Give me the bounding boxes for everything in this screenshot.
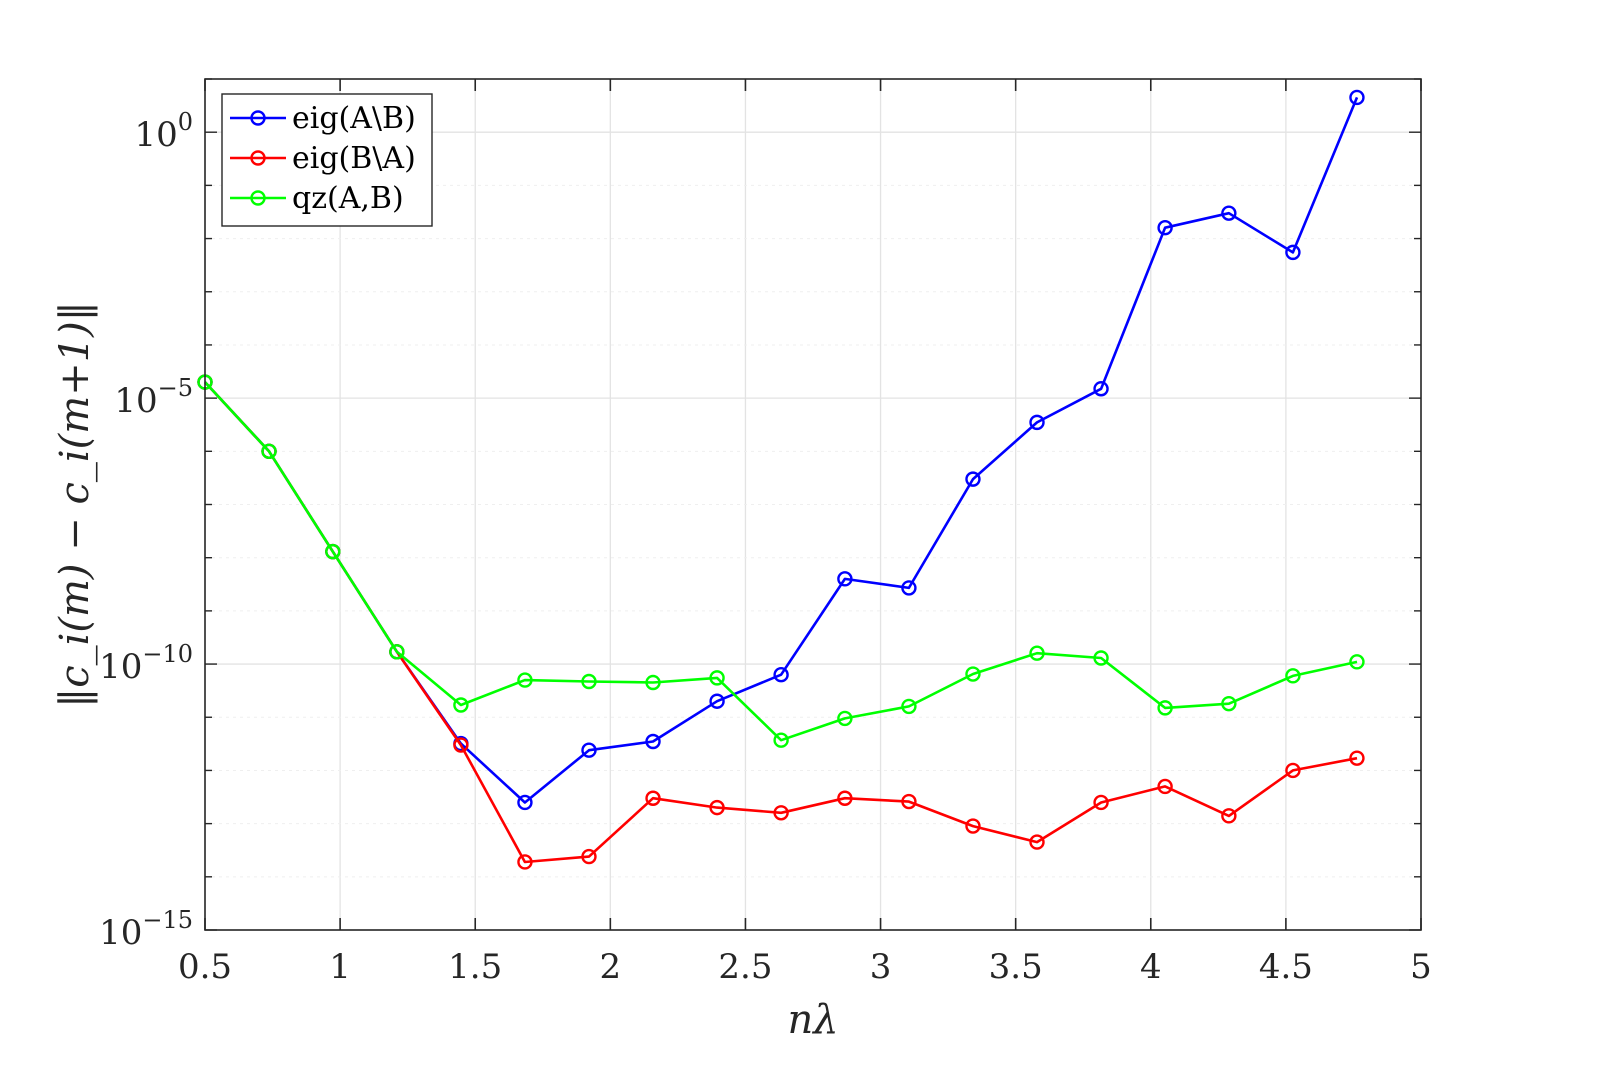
data-point — [773, 667, 789, 683]
y-tick-label: 10−15 — [99, 906, 193, 953]
y-tick-label: 10−10 — [99, 640, 193, 687]
data-point — [1221, 205, 1237, 221]
data-point — [1285, 762, 1301, 779]
data-point — [517, 854, 533, 870]
data-point — [453, 697, 469, 713]
legend-label: qz(A,B) — [292, 181, 404, 216]
y-tick-label: 10−5 — [114, 374, 193, 421]
x-tick-label: 0.5 — [178, 947, 232, 987]
x-tick-label: 3.5 — [989, 947, 1043, 987]
data-point — [1285, 244, 1301, 261]
data-point — [965, 471, 981, 487]
data-point — [1349, 654, 1365, 670]
data-point — [901, 698, 917, 715]
series-group — [197, 89, 1365, 870]
legend-swatch-marker — [250, 150, 266, 166]
legend-swatch-marker — [250, 110, 266, 126]
data-point — [837, 710, 853, 727]
data-point — [773, 732, 789, 748]
data-point — [389, 644, 405, 660]
data-point — [709, 799, 725, 816]
data-point — [1029, 645, 1045, 661]
data-point — [1029, 834, 1045, 850]
data-point — [581, 848, 597, 865]
x-tick-label: 2 — [600, 947, 622, 987]
legend-label: eig(A\B) — [292, 101, 416, 136]
data-point — [1157, 778, 1173, 795]
x-tick-label: 4 — [1140, 947, 1162, 987]
x-tick-label: 1 — [329, 947, 351, 987]
data-point — [901, 793, 917, 810]
x-tick-label: 5 — [1410, 947, 1432, 987]
data-point — [1157, 700, 1173, 716]
legend-label: eig(B\A) — [292, 141, 416, 176]
data-point — [773, 805, 789, 821]
series-2 — [197, 374, 1365, 870]
legend-swatch-marker — [250, 190, 266, 206]
data-point — [261, 443, 277, 460]
data-point — [453, 737, 469, 753]
data-point — [517, 672, 533, 688]
data-point — [837, 571, 853, 587]
data-point — [1157, 220, 1173, 236]
data-point — [1221, 808, 1237, 824]
x-tick-label: 3 — [870, 947, 892, 987]
data-point — [1093, 650, 1109, 666]
data-point — [965, 818, 981, 834]
x-tick-label: 2.5 — [718, 947, 772, 987]
data-point — [709, 693, 725, 709]
data-point — [1285, 668, 1301, 684]
legend-item: qz(A,B) — [230, 181, 404, 216]
y-axis-title: ‖c_i(m) − c_i(m+1)‖ — [52, 301, 98, 708]
legend-item: eig(B\A) — [230, 141, 416, 176]
data-point — [645, 733, 661, 750]
x-tick-label: 1.5 — [448, 947, 502, 987]
data-point — [1093, 381, 1109, 397]
series-line — [204, 381, 1358, 742]
legend-item: eig(A\B) — [230, 101, 416, 136]
data-point — [1349, 89, 1365, 106]
data-point — [1349, 750, 1365, 766]
data-point — [709, 670, 725, 686]
x-axis-title: nλ — [787, 997, 838, 1043]
data-point — [1093, 794, 1109, 811]
data-point — [581, 673, 597, 690]
data-point — [837, 790, 853, 806]
axis-ticks: 0.5 1 1.5 2 2.5 3 3.5 4 4.5 5 100 10−5 10−10 10−15 — [99, 78, 1432, 987]
x-tick-label: 4.5 — [1259, 947, 1313, 987]
series-3 — [197, 374, 1365, 748]
data-point — [901, 580, 917, 596]
data-point — [965, 666, 981, 682]
legend: eig(A\B) eig(B\A) qz(A,B) — [221, 93, 433, 227]
data-point — [1221, 695, 1237, 712]
data-point — [645, 674, 661, 691]
y-tick-label: 100 — [134, 108, 193, 155]
data-point — [517, 794, 533, 811]
data-point — [1029, 414, 1045, 431]
data-point — [645, 790, 661, 806]
data-point — [325, 543, 341, 560]
data-point — [581, 742, 597, 758]
